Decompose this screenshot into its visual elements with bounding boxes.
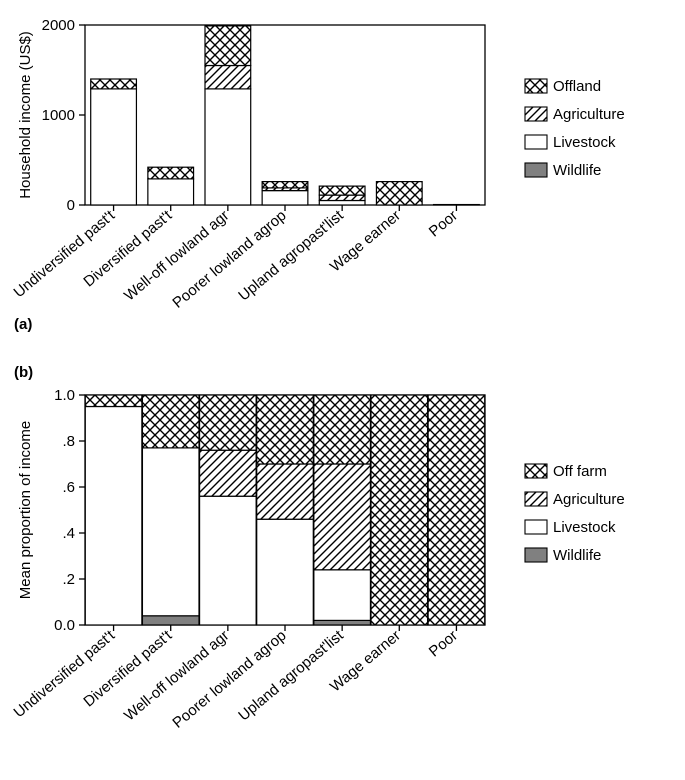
bar-segment (148, 179, 194, 205)
bar-segment (314, 620, 371, 625)
bar-segment (91, 79, 137, 89)
bar-segment (142, 395, 199, 448)
legend-swatch (525, 464, 547, 478)
bar-segment (314, 570, 371, 621)
y-axis-label: Mean proportion of income (17, 421, 34, 599)
ytick-label: .2 (62, 571, 75, 588)
legend-label: Wildlife (553, 547, 601, 564)
ytick-label: 1000 (42, 107, 75, 124)
legend-label: Off farm (553, 463, 607, 480)
legend-swatch (525, 135, 547, 149)
ytick-label: 1.0 (54, 387, 75, 404)
legend-swatch (525, 79, 547, 93)
bar-segment (371, 395, 428, 625)
bar-segment (200, 395, 257, 450)
bar-segment (142, 448, 199, 616)
category-label: Poorer lowland agrop (169, 627, 289, 732)
ytick-label: .4 (62, 525, 75, 542)
ytick-label: .6 (62, 479, 75, 496)
category-label: Well-off lowland agr (121, 627, 232, 724)
bar-segment (200, 450, 257, 496)
ytick-label: 0 (67, 197, 75, 214)
chart-b: 0.0 .2 .4 .6 .8 1.0 Mean proportion of income U… (0, 380, 685, 780)
panel-a-label: (a) (14, 316, 32, 333)
bar-segment (91, 89, 137, 205)
bar-segment (85, 407, 142, 626)
bar-segment (205, 26, 251, 66)
legend-swatch (525, 492, 547, 506)
bar-segment (314, 464, 371, 570)
legend-label: Offland (553, 78, 601, 95)
legend-swatch (525, 548, 547, 562)
legend-label: Agriculture (553, 106, 625, 123)
bar-segment (257, 464, 314, 519)
category-label: Well-off lowland agr (121, 207, 232, 304)
bar-segment (262, 191, 308, 205)
bar-segment (376, 182, 422, 205)
bar-segment (85, 395, 142, 407)
legend-swatch (525, 520, 547, 534)
bar-segment (262, 182, 308, 188)
bar-segment (319, 186, 365, 195)
category-label: Undiversified past't (10, 207, 118, 302)
legend-label: Livestock (553, 519, 616, 536)
ytick-label: 2000 (42, 17, 75, 34)
chart-a: 0 1000 2000 Household income (US$) Undiversi… (0, 0, 685, 330)
bar-segment (319, 201, 365, 206)
legend-swatch (525, 107, 547, 121)
legend-swatch (525, 163, 547, 177)
bar-segment (148, 167, 194, 179)
bar-segment (428, 395, 485, 625)
panel-b: 0.0 .2 .4 .6 .8 1.0 Mean proportion of income U… (0, 380, 685, 780)
panel-b-label: (b) (14, 364, 33, 381)
bar-segment (257, 519, 314, 625)
category-label: Undiversified past't (10, 627, 118, 722)
category-label: Poorer lowland agrop (169, 207, 289, 312)
panel-a: 0 1000 2000 Household income (US$) Undiversi… (0, 0, 685, 330)
category-label: Poor (426, 207, 461, 240)
bar-segment (257, 395, 314, 464)
bar-segment (205, 89, 251, 205)
category-label: Poor (426, 627, 461, 660)
bar-segment (142, 616, 199, 625)
legend-label: Livestock (553, 134, 616, 151)
legend-label: Wildlife (553, 162, 601, 179)
bar-segment (200, 496, 257, 625)
bar-segment (205, 66, 251, 89)
ytick-label: .8 (62, 433, 75, 450)
y-axis-label: Household income (US$) (17, 31, 34, 199)
ytick-label: 0.0 (54, 617, 75, 634)
bar-segment (319, 195, 365, 200)
category-label: Upland agropast'list (235, 207, 347, 305)
legend-label: Agriculture (553, 491, 625, 508)
category-label: Upland agropast'list (235, 627, 347, 725)
bar-segment (314, 395, 371, 464)
